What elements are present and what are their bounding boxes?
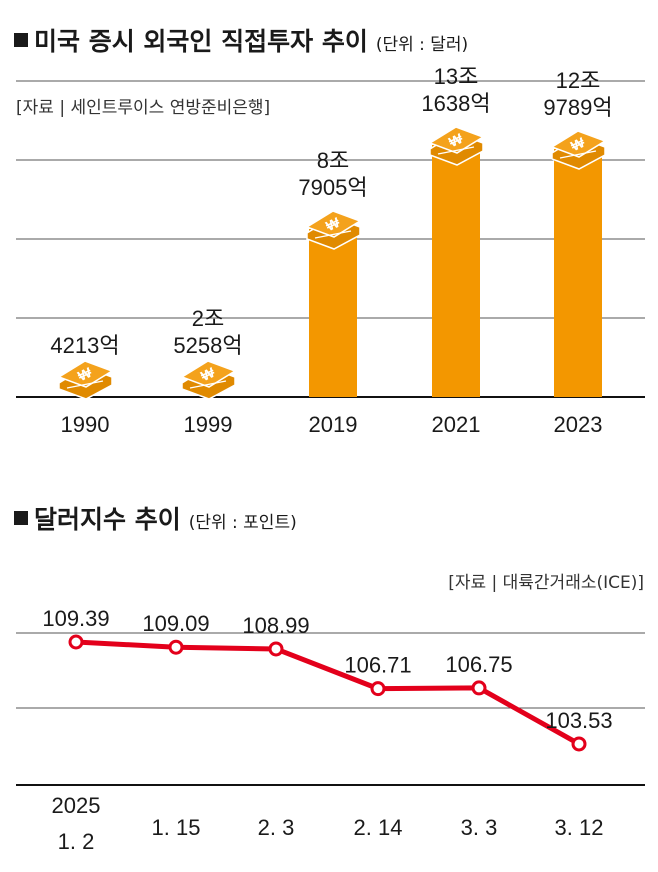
- chart2-title-block: 달러지수 추이 (단위 : 포인트): [14, 500, 297, 536]
- chart2-unit-label: (단위 : 포인트): [188, 513, 297, 533]
- data-point: [370, 681, 386, 697]
- chart1-title: 미국 증시 외국인 직접투자 추이: [34, 27, 368, 56]
- data-label: 5258억: [173, 333, 242, 358]
- money-stack-icon: ₩: [428, 126, 485, 166]
- data-label: 106.71: [344, 653, 411, 678]
- x-tick-label: 2019: [309, 412, 358, 437]
- chart1-unit-label: (단위 : 달러): [375, 35, 469, 55]
- x-tick-label: 2025: [52, 793, 101, 818]
- stack-top: [428, 126, 485, 154]
- x-tick-label: 1990: [61, 412, 110, 437]
- data-point: [68, 634, 84, 650]
- data-label: 2조: [192, 306, 224, 331]
- data-label: 9789억: [543, 95, 612, 120]
- data-label: 109.39: [42, 606, 109, 631]
- money-stack-icon: ₩: [180, 360, 237, 400]
- x-tick-label: 2. 14: [354, 815, 403, 840]
- chart1-source: [자료 | 세인트루이스 연방준비은행]: [16, 98, 271, 118]
- data-label: 7905억: [298, 175, 367, 200]
- data-point: [571, 736, 587, 752]
- stack-stripe: [437, 146, 475, 155]
- x-tick-label: 3. 12: [555, 815, 604, 840]
- stack-top: [180, 360, 237, 388]
- data-label: 8조: [317, 148, 349, 173]
- data-label: 109.09: [142, 611, 209, 636]
- bar: [432, 145, 480, 397]
- x-tick-label: 1. 15: [152, 815, 201, 840]
- x-tick-label: 2023: [554, 412, 603, 437]
- stack-top: [305, 210, 362, 238]
- bar: [309, 229, 357, 397]
- data-label: 106.75: [445, 652, 512, 677]
- chart2-source: [자료 | 대륙간거래소(ICE)]: [448, 573, 644, 593]
- stack-top: [550, 130, 607, 158]
- x-tick-label: 3. 3: [461, 815, 498, 840]
- data-point: [471, 680, 487, 696]
- stack-stripe: [189, 380, 227, 389]
- money-stack-icon: ₩: [305, 210, 362, 250]
- x-tick-label: 2. 3: [258, 815, 295, 840]
- x-tick-label: 1999: [184, 412, 233, 437]
- money-stack-icon: ₩: [57, 360, 114, 400]
- data-label: 103.53: [545, 708, 612, 733]
- x-tick-label: 1. 2: [58, 829, 95, 854]
- bar: [554, 149, 602, 397]
- title-bullet-icon: [14, 511, 28, 525]
- series-line: [75, 639, 581, 747]
- data-label: 1638억: [421, 91, 490, 116]
- stack-stripe: [559, 150, 597, 159]
- x-tick-label: 2021: [432, 412, 481, 437]
- data-point: [268, 641, 284, 657]
- data-label: 12조: [556, 68, 601, 93]
- stack-top: [57, 360, 114, 388]
- data-label: 4213억: [50, 333, 119, 358]
- data-label: 108.99: [242, 613, 309, 638]
- data-label: 13조: [434, 64, 479, 89]
- stack-stripe: [66, 380, 104, 389]
- chart2-title: 달러지수 추이: [34, 505, 181, 534]
- stack-stripe: [314, 230, 352, 239]
- money-stack-icon: ₩: [550, 130, 607, 170]
- chart1-title-block: 미국 증시 외국인 직접투자 추이 (단위 : 달러): [14, 22, 468, 58]
- data-point: [168, 639, 184, 655]
- title-bullet-icon: [14, 33, 28, 47]
